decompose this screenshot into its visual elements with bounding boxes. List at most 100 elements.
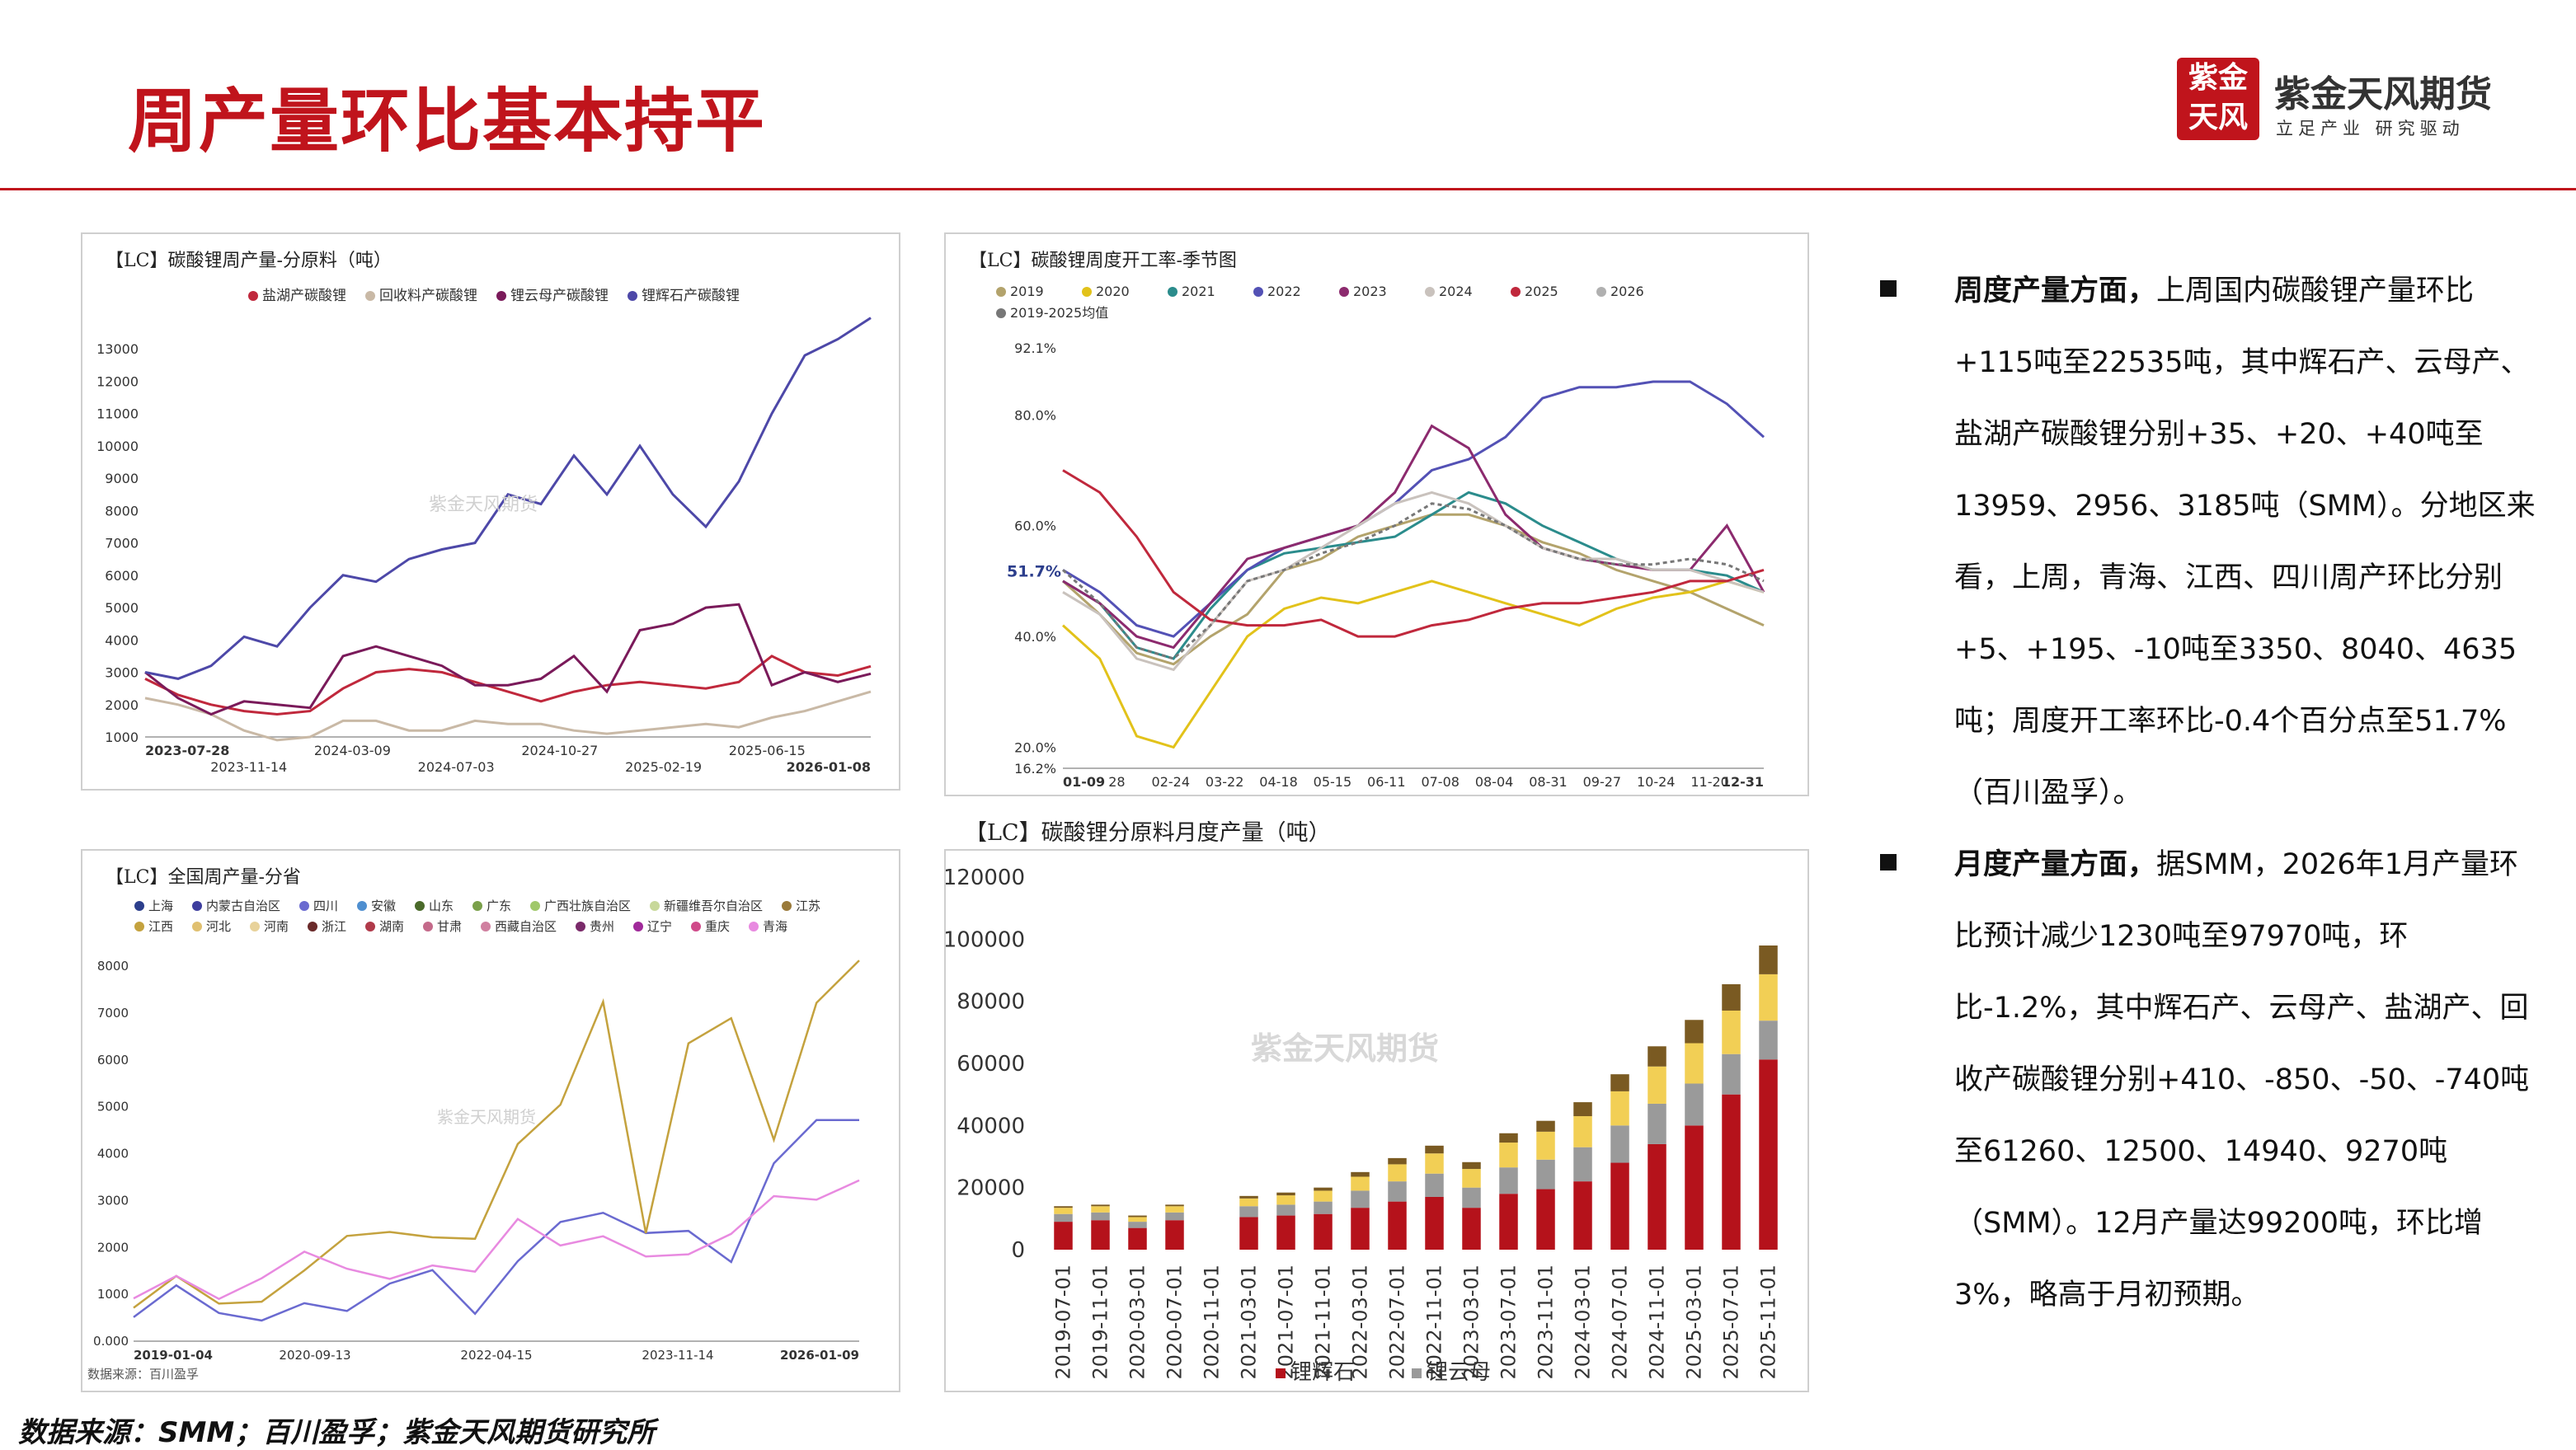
bar-segment-锂云母 [1388,1181,1407,1202]
bar-segment-回收 [1128,1215,1147,1218]
legend-label: 江苏 [796,899,820,913]
weekly-production-by-province-chart: 【LC】全国周产量-分省 上海 内蒙古自治区 四川 安徽 山东 广东 广西壮族自治区 新疆维吾… [81,849,900,1392]
legend-swatch [134,901,144,911]
x-tick-label: 12-31 [1722,774,1764,790]
y-tick-label: 8000 [105,503,139,519]
legend-label: 盐湖产碳酸锂 [262,288,346,304]
x-tick-label: 2021-07-01 [1275,1265,1298,1379]
page-title: 周产量环比基本持平 [128,80,767,162]
legend-swatch [782,901,792,911]
bar-segment-锂云母 [1314,1201,1333,1214]
weekly-production-by-material-chart: 【LC】碳酸锂周产量-分原料（吨） 盐湖产碳酸锂 回收料产碳酸锂 锂云母产碳酸锂 锂辉… [81,232,900,791]
legend-label: 新疆维吾尔自治区 [664,899,763,913]
legend-label: 2023 [1353,284,1387,299]
bar-segment-回收 [1314,1187,1333,1191]
bar-segment-锂云母 [1351,1190,1370,1208]
bar-segment-锂云母 [1610,1125,1629,1163]
y-tick-label: 4000 [97,1147,129,1161]
bar-segment-盐湖 [1722,1010,1741,1054]
series-line-2019 [1061,513,1765,666]
legend-swatch [650,901,660,911]
x-tick-label: 02-24 [1152,774,1191,790]
header-divider [0,188,2576,190]
bar-segment-锂辉石 [1276,1215,1295,1250]
legend-swatch [423,922,433,931]
series-line-回收料产碳酸锂 [144,690,872,742]
weekly-operating-rate-seasonal-chart: 【LC】碳酸锂周度开工率-季节图 2019 2020 2021 2022 2023 202… [944,232,1809,796]
legend-swatch [299,901,309,911]
x-tick-label: 2022-04-15 [460,1348,532,1363]
legend-label: 锂辉石 [1290,1360,1355,1385]
bar-segment-锂辉石 [1165,1220,1184,1250]
legend-label: 河北 [206,919,231,934]
legend-label: 贵州 [590,919,614,934]
bar-segment-盐湖 [1314,1190,1333,1202]
legend-swatch [530,901,540,911]
chart-title: 【LC】全国周产量-分省 [106,867,301,888]
bar-segment-锂云母 [1165,1212,1184,1221]
x-tick-label: 2023-03-01 [1460,1265,1483,1379]
legend-label: 西藏自治区 [495,919,557,934]
x-tick-label: 28 [1108,774,1125,790]
y-tick-label: 5000 [97,1100,129,1114]
legend-swatch [496,291,506,301]
legend-swatch [576,922,585,931]
y-tick-label: 3000 [105,665,139,681]
y-tick-label: 1000 [105,730,139,745]
x-tick-label: 2025-07-01 [1720,1265,1743,1379]
series-line-2025 [1062,469,1765,638]
legend-label: 2024 [1439,284,1473,299]
bar-segment-锂云母 [1722,1053,1741,1095]
commentary: 周度产量方面，上周国内碳酸锂产量环比+115吨至22535吨，其中辉石产、云母产… [1880,256,2540,1331]
legend-label: 广西壮族自治区 [544,899,631,913]
bar-segment-回收 [1759,945,1778,974]
bullet-monthly: 月度产量方面，据SMM，2026年1月产量环比预计减少1230吨至97970吨，… [1880,829,2540,1331]
legend-label: 浙江 [322,919,346,934]
legend-label: 四川 [313,899,338,913]
y-tick-label: 0.000 [93,1334,129,1349]
watermark: 紫金天风期货 [1251,1030,1439,1067]
legend-swatch [192,922,202,931]
chart-title: 【LC】碳酸锂周产量-分原料（吨） [106,251,392,271]
x-tick-label: 2024-11-01 [1646,1265,1669,1379]
bar-segment-盐湖 [1648,1066,1666,1104]
legend-label: 江西 [148,919,173,934]
x-tick-label: 2023-11-14 [210,759,287,775]
x-tick-label: 2024-03-01 [1572,1265,1595,1379]
bar-segment-锂辉石 [1722,1094,1741,1250]
legend-label: 山东 [429,899,454,913]
chart-title: 【LC】碳酸锂分原料月度产量（吨） [965,820,1331,846]
series-line-盐湖产碳酸锂 [144,655,872,716]
legend-swatch [357,901,367,911]
chart-svg: 0 20000 40000 60000 80000 100000 120000 2019-07… [946,866,1780,1385]
bar-segment-盐湖 [1351,1176,1370,1191]
y-tick-label: 11000 [96,406,139,422]
legend-swatch [1596,287,1606,297]
y-tick-label: 40.0% [1014,629,1056,645]
y-tick-label: 0 [1011,1238,1025,1263]
bar-segment-锂云母 [1091,1212,1110,1221]
x-tick-label: 2022-11-01 [1423,1265,1446,1379]
bar-segment-回收 [1054,1206,1073,1208]
y-tick-label: 16.2% [1014,761,1056,777]
logo-seal-icon: 紫金 天风 [2177,58,2259,140]
legend-label: 2026 [1610,284,1644,299]
x-tick-label: 04-18 [1259,774,1298,790]
bar-segment-锂辉石 [1054,1222,1073,1250]
bar-segment-锂辉石 [1128,1227,1147,1250]
x-tick-label: 2024-10-27 [521,743,598,758]
y-tick-label: 80.0% [1014,407,1056,423]
source-note: 数据来源：SMM；百川盈孚；紫金天风期货研究所 [18,1416,656,1449]
bar-segment-盐湖 [1759,974,1778,1021]
legend-label: 2022 [1267,284,1301,299]
x-tick-label: 2023-07-28 [145,743,229,758]
y-tick-label: 60000 [957,1052,1025,1077]
y-tick-label: 4000 [105,632,139,648]
x-tick-label: 10-24 [1637,774,1676,790]
legend-swatch [134,922,144,931]
series-line-锂辉石产碳酸锂 [144,317,872,680]
legend-label: 青海 [763,919,787,934]
bar-segment-回收 [1722,983,1741,1011]
legend-swatch [1276,1368,1286,1378]
